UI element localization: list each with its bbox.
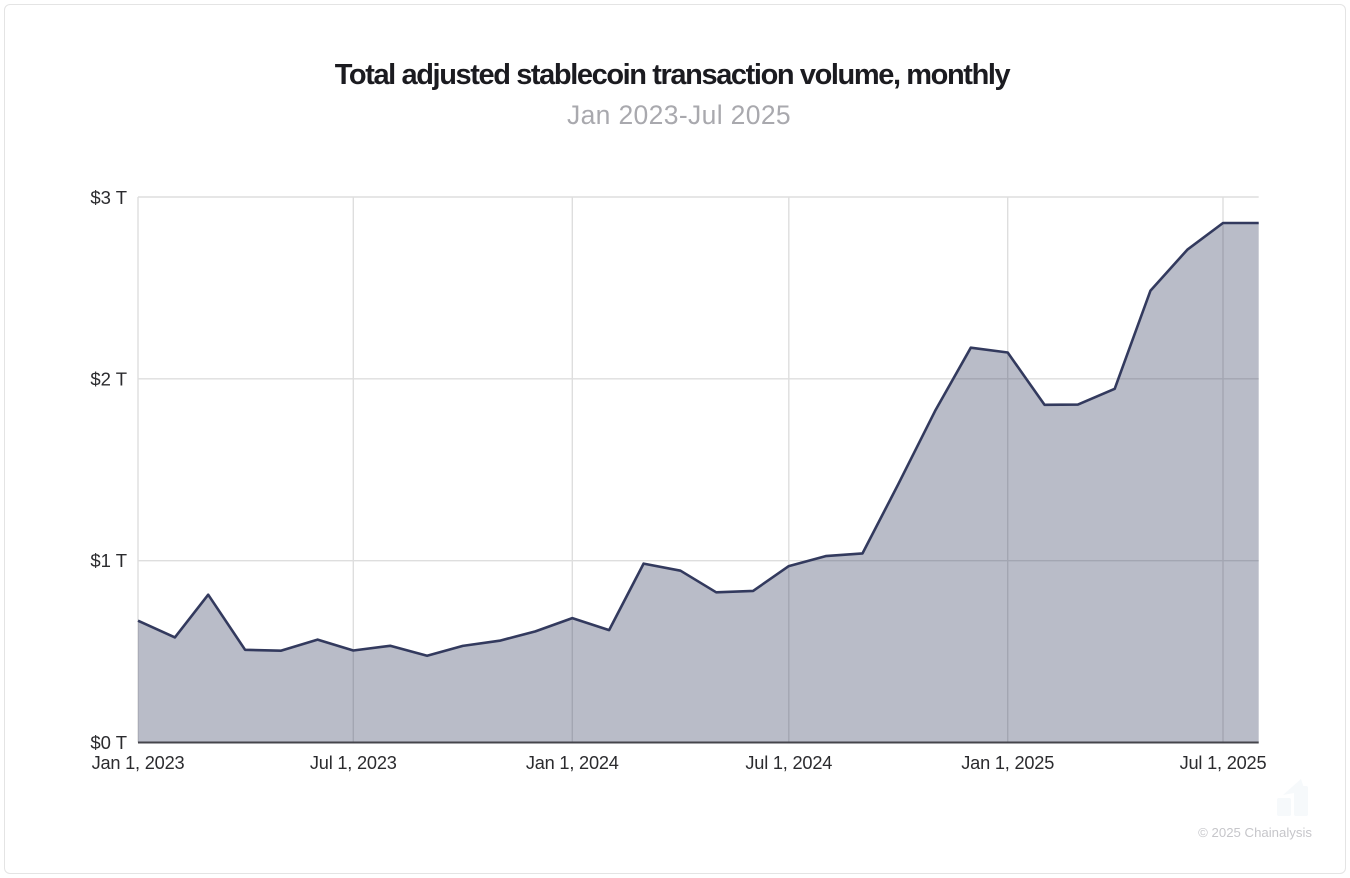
- svg-text:Jul 1, 2024: Jul 1, 2024: [745, 753, 832, 773]
- svg-text:$2 T: $2 T: [90, 368, 127, 389]
- svg-text:Jul 1, 2025: Jul 1, 2025: [1180, 753, 1267, 773]
- svg-text:Jul 1, 2023: Jul 1, 2023: [310, 753, 397, 773]
- svg-text:Jan 1, 2023: Jan 1, 2023: [92, 753, 185, 773]
- svg-text:$1 T: $1 T: [90, 550, 127, 571]
- svg-text:$3 T: $3 T: [90, 187, 127, 208]
- svg-text:Jan 1, 2024: Jan 1, 2024: [526, 753, 619, 773]
- svg-text:$0 T: $0 T: [90, 732, 127, 753]
- svg-text:Jan 1, 2025: Jan 1, 2025: [961, 753, 1054, 773]
